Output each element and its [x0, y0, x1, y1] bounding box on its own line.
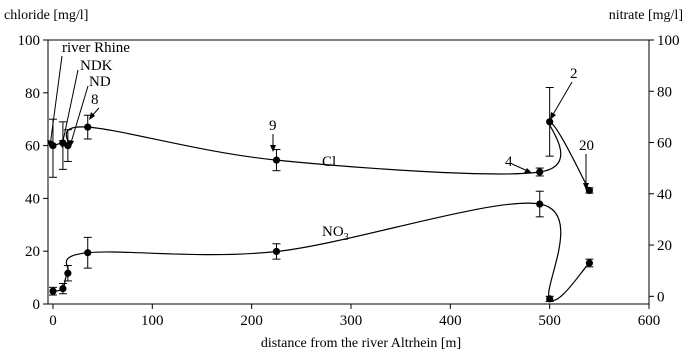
cl-data-point — [546, 118, 554, 126]
annotation-20: 20 — [579, 138, 594, 154]
left-axis-title: chloride [mg/l] — [4, 8, 88, 23]
arrowhead-8 — [89, 112, 95, 120]
annotation-4: 4 — [505, 154, 513, 170]
annotation-2: 2 — [570, 66, 578, 82]
no3-curve-label-main: NO — [322, 224, 344, 240]
arrowhead-20 — [583, 183, 589, 190]
annotation-8: 8 — [91, 92, 99, 108]
cl-data-point — [536, 168, 544, 176]
arrowhead-nd — [68, 140, 74, 148]
x-tick-label: 600 — [638, 313, 661, 329]
cl-data-point — [272, 156, 281, 164]
annotation-ndk: NDK — [80, 58, 113, 74]
left-y-tick-label: 100 — [18, 33, 41, 49]
arrow-ndk — [61, 69, 79, 147]
x-tick-label: 0 — [49, 313, 57, 329]
x-tick-label: 300 — [340, 313, 363, 329]
arrow-nd — [69, 85, 89, 147]
no3-data-point — [84, 249, 92, 257]
arrow-2 — [550, 81, 573, 119]
x-tick-label: 500 — [538, 313, 561, 329]
annotation-nd: ND — [89, 74, 111, 90]
right-y-tick-label: 100 — [657, 33, 680, 49]
right-axis-title: nitrate [mg/l] — [609, 8, 683, 23]
left-y-tick-label: 20 — [25, 244, 40, 260]
no3-data-point — [536, 200, 544, 208]
cl-data-point — [84, 123, 92, 131]
cl-data-point — [585, 186, 593, 195]
left-y-tick-label: 60 — [25, 139, 40, 155]
left-y-tick-label: 0 — [33, 297, 41, 313]
no3-curve-label: NO3 — [322, 224, 349, 243]
right-y-tick-label: 80 — [657, 84, 672, 100]
arrow-heads — [47, 112, 589, 190]
right-y-tick-label: 40 — [657, 187, 672, 203]
no3-data-point — [64, 269, 72, 277]
x-tick-label: 400 — [439, 313, 462, 329]
arrowhead-2 — [550, 112, 556, 120]
curves — [52, 121, 590, 302]
cl-curve-label: Cl — [322, 154, 336, 170]
data-points — [49, 118, 593, 303]
arrowhead-river-rhine — [47, 140, 53, 148]
left-y-tick-label: 40 — [25, 191, 40, 207]
no3-data-point — [49, 287, 57, 295]
annotation-river-rhine: river Rhine — [62, 40, 130, 56]
right-y-tick-label: 20 — [657, 238, 672, 254]
error-bars — [48, 87, 594, 302]
no3-curve — [52, 202, 590, 302]
right-y-axis: 0 20 40 60 80 100 — [649, 33, 680, 305]
left-y-tick-label: 80 — [25, 86, 40, 102]
arrowhead-4 — [524, 168, 532, 173]
x-tick-label: 200 — [240, 313, 263, 329]
right-y-tick-label: 60 — [657, 136, 672, 152]
arrowhead-ndk — [59, 140, 65, 148]
x-axis-title: distance from the river Altrhein [m] — [261, 336, 461, 351]
no3-curve-label-sub: 3 — [344, 232, 349, 243]
left-y-axis: 0 20 40 60 80 100 — [18, 33, 48, 313]
annotation-9: 9 — [269, 118, 277, 134]
arrow-river-rhine — [49, 55, 63, 147]
no3-data-point — [59, 285, 67, 293]
no3-data-point — [272, 247, 281, 256]
plot-frame — [47, 39, 650, 305]
right-y-tick-label: 0 — [657, 289, 665, 305]
x-tick-label: 100 — [141, 313, 164, 329]
x-axis: 0 100 200 300 400 500 600 — [49, 304, 660, 329]
arrowhead-9 — [270, 145, 276, 152]
no3-data-point — [546, 295, 554, 303]
no3-data-point — [585, 259, 593, 267]
